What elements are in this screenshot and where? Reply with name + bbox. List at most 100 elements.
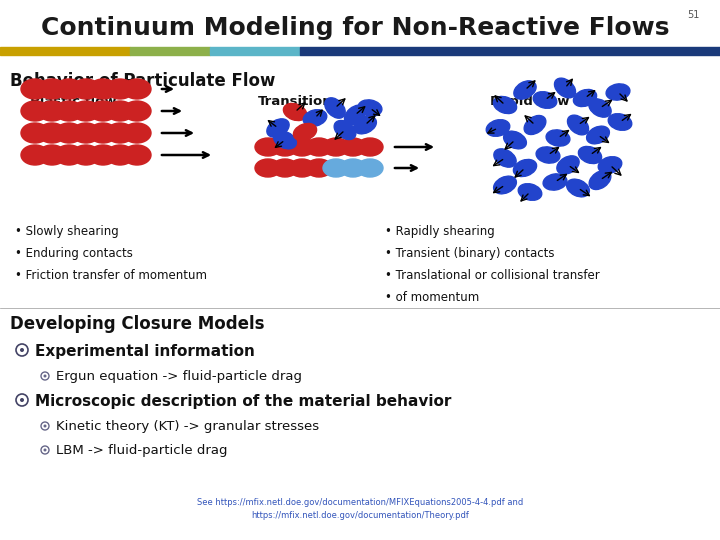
- Text: • Slowly shearing: • Slowly shearing: [15, 225, 119, 238]
- Ellipse shape: [284, 104, 307, 120]
- Ellipse shape: [573, 90, 597, 106]
- Ellipse shape: [89, 101, 117, 121]
- Text: LBM -> fluid-particle drag: LBM -> fluid-particle drag: [56, 444, 228, 457]
- Ellipse shape: [358, 100, 382, 116]
- Text: • Rapidly shearing: • Rapidly shearing: [385, 225, 495, 238]
- Ellipse shape: [123, 123, 151, 143]
- Ellipse shape: [21, 101, 49, 121]
- Bar: [210, 47, 300, 55]
- Ellipse shape: [567, 179, 590, 197]
- Text: • Translational or collisional transfer: • Translational or collisional transfer: [385, 269, 600, 282]
- Ellipse shape: [578, 146, 602, 164]
- Ellipse shape: [303, 110, 327, 126]
- Text: See https://mfix.netl.doe.gov/documentation/MFIXEquations2005-4-4.pdf and: See https://mfix.netl.doe.gov/documentat…: [197, 498, 523, 507]
- Bar: [130, 47, 210, 55]
- Ellipse shape: [289, 138, 315, 156]
- Ellipse shape: [325, 98, 345, 118]
- Ellipse shape: [123, 79, 151, 99]
- Text: • of momentum: • of momentum: [385, 291, 480, 304]
- Bar: [300, 47, 720, 55]
- Ellipse shape: [272, 159, 298, 177]
- Ellipse shape: [38, 145, 66, 165]
- Bar: [0, 47, 130, 55]
- Text: Developing Closure Models: Developing Closure Models: [10, 315, 264, 333]
- Text: • Friction transfer of momentum: • Friction transfer of momentum: [15, 269, 207, 282]
- Ellipse shape: [106, 79, 134, 99]
- Ellipse shape: [543, 174, 567, 190]
- Ellipse shape: [89, 145, 117, 165]
- Ellipse shape: [554, 78, 575, 98]
- Ellipse shape: [123, 145, 151, 165]
- Ellipse shape: [55, 79, 83, 99]
- Ellipse shape: [587, 126, 609, 144]
- Text: Microscopic description of the material behavior: Microscopic description of the material …: [35, 394, 451, 409]
- Ellipse shape: [55, 101, 83, 121]
- Circle shape: [43, 424, 47, 428]
- Text: Rapid flow: Rapid flow: [490, 95, 570, 108]
- Ellipse shape: [272, 138, 298, 156]
- Circle shape: [20, 398, 24, 402]
- Ellipse shape: [514, 81, 536, 99]
- Ellipse shape: [357, 138, 383, 156]
- Ellipse shape: [72, 79, 100, 99]
- Text: 51: 51: [688, 10, 700, 20]
- Ellipse shape: [255, 159, 281, 177]
- Ellipse shape: [503, 131, 526, 149]
- Ellipse shape: [267, 119, 289, 137]
- Ellipse shape: [344, 105, 366, 125]
- Ellipse shape: [534, 92, 557, 109]
- Ellipse shape: [589, 171, 611, 190]
- Ellipse shape: [524, 116, 546, 134]
- Ellipse shape: [55, 145, 83, 165]
- Ellipse shape: [38, 79, 66, 99]
- Text: Plastic flow: Plastic flow: [30, 95, 117, 108]
- Ellipse shape: [89, 79, 117, 99]
- Ellipse shape: [557, 156, 579, 174]
- Ellipse shape: [494, 149, 516, 167]
- Ellipse shape: [589, 99, 611, 117]
- Text: • Enduring contacts: • Enduring contacts: [15, 247, 133, 260]
- Ellipse shape: [72, 145, 100, 165]
- Ellipse shape: [323, 159, 349, 177]
- Ellipse shape: [72, 123, 100, 143]
- Text: Experimental information: Experimental information: [35, 344, 255, 359]
- Ellipse shape: [536, 147, 560, 163]
- Ellipse shape: [340, 138, 366, 156]
- Ellipse shape: [567, 115, 588, 135]
- Ellipse shape: [21, 123, 49, 143]
- Ellipse shape: [106, 145, 134, 165]
- Text: Behavior of Particulate Flow: Behavior of Particulate Flow: [10, 72, 275, 90]
- Ellipse shape: [486, 120, 510, 136]
- Ellipse shape: [546, 130, 570, 146]
- Circle shape: [43, 449, 47, 451]
- Ellipse shape: [21, 145, 49, 165]
- Ellipse shape: [493, 97, 517, 113]
- Ellipse shape: [513, 159, 536, 177]
- Text: https://mfix.netl.doe.gov/documentation/Theory.pdf: https://mfix.netl.doe.gov/documentation/…: [251, 511, 469, 520]
- Circle shape: [20, 348, 24, 352]
- Ellipse shape: [38, 123, 66, 143]
- Circle shape: [43, 375, 47, 377]
- Ellipse shape: [608, 114, 631, 130]
- Text: Ergun equation -> fluid-particle drag: Ergun equation -> fluid-particle drag: [56, 370, 302, 383]
- Ellipse shape: [106, 123, 134, 143]
- Ellipse shape: [494, 176, 516, 194]
- Ellipse shape: [21, 79, 49, 99]
- Text: • Transient (binary) contacts: • Transient (binary) contacts: [385, 247, 554, 260]
- Ellipse shape: [38, 101, 66, 121]
- Ellipse shape: [357, 159, 383, 177]
- Text: Transition: Transition: [258, 95, 333, 108]
- Ellipse shape: [106, 101, 134, 121]
- Ellipse shape: [306, 159, 332, 177]
- Ellipse shape: [606, 84, 630, 100]
- Ellipse shape: [255, 138, 281, 156]
- Ellipse shape: [518, 184, 541, 200]
- Ellipse shape: [274, 131, 297, 149]
- Ellipse shape: [55, 123, 83, 143]
- Ellipse shape: [354, 116, 377, 134]
- Ellipse shape: [334, 120, 356, 139]
- Ellipse shape: [289, 159, 315, 177]
- Ellipse shape: [123, 101, 151, 121]
- Ellipse shape: [293, 124, 317, 140]
- Ellipse shape: [340, 159, 366, 177]
